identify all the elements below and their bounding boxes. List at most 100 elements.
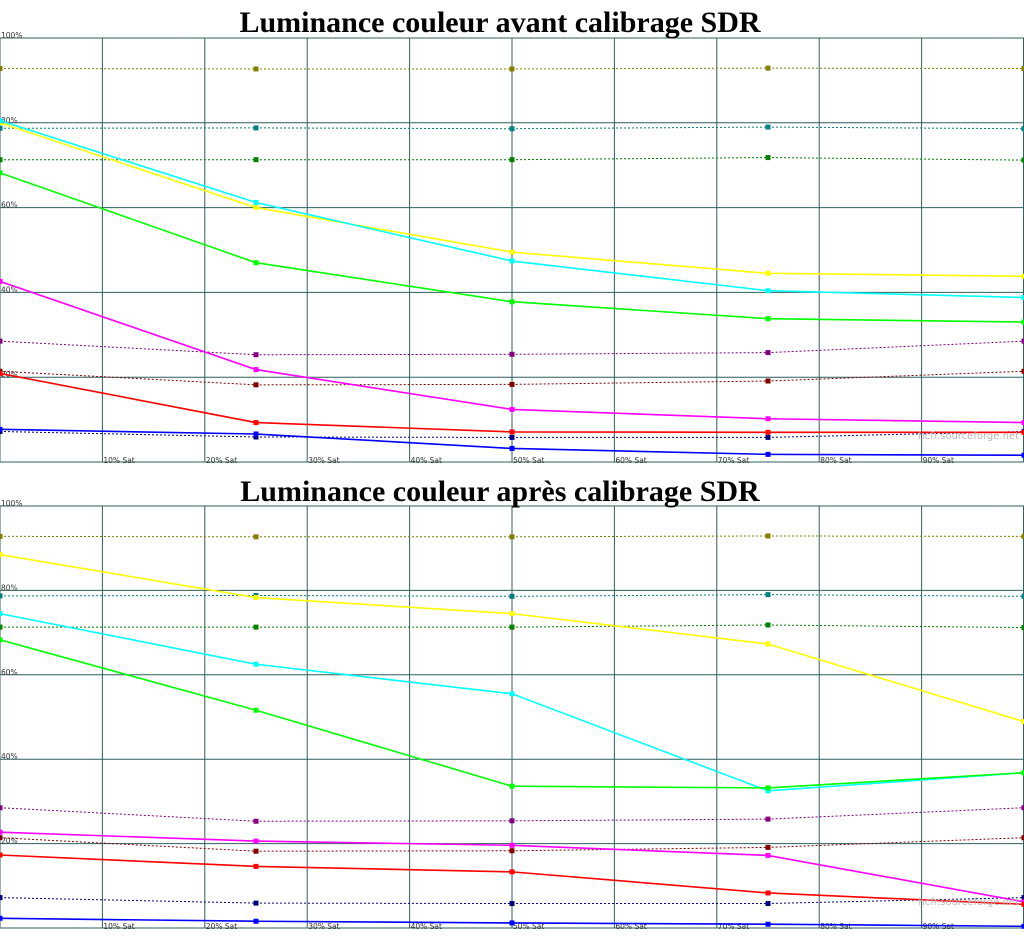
reference-point	[1021, 338, 1024, 344]
series-point	[765, 641, 771, 647]
reference-point	[765, 622, 771, 628]
y-tick-label: 60%	[1, 201, 18, 210]
series-point	[253, 420, 259, 426]
series-point	[509, 445, 515, 451]
series-point	[0, 426, 3, 432]
series-point	[765, 270, 771, 276]
x-tick-label: 40% Sat	[411, 456, 442, 465]
reference-point	[0, 338, 3, 344]
series-point	[509, 249, 515, 255]
series-point	[0, 611, 3, 617]
series-point	[765, 288, 771, 294]
series-point	[253, 918, 259, 924]
reference-point	[0, 66, 3, 72]
chart-after-calibration: 20% 40% 60% 80% 100% 10% Sat 20% Sat 30% Sat 40%…	[0, 475, 1024, 931]
series-point	[0, 370, 3, 376]
series-point	[253, 863, 259, 869]
series-point	[765, 316, 771, 322]
series-point	[509, 869, 515, 875]
chart-title: Luminance couleur après calibrage SDR	[240, 475, 760, 508]
reference-point	[0, 157, 3, 163]
series-point	[509, 920, 515, 926]
series-point	[253, 260, 259, 266]
reference-point	[1021, 593, 1024, 599]
reference-point	[509, 848, 515, 854]
series-point	[1021, 923, 1024, 929]
reference-point	[765, 816, 771, 822]
reference-point	[765, 350, 771, 356]
chart-title: Luminance couleur avant calibrage SDR	[239, 6, 760, 39]
series-point	[765, 921, 771, 927]
reference-point	[253, 66, 259, 72]
y-tick-label: 20%	[1, 837, 18, 846]
series-point	[0, 278, 3, 284]
series-point	[0, 552, 3, 558]
y-tick-label: 80%	[1, 583, 18, 592]
series-point	[0, 170, 3, 176]
series-point	[1021, 273, 1024, 279]
x-tick-label: 30% Sat	[308, 456, 339, 465]
x-tick-label: 90% Sat	[923, 922, 954, 931]
x-tick-label: 10% Sat	[103, 456, 134, 465]
series-point	[1021, 319, 1024, 325]
reference-point	[1021, 126, 1024, 132]
reference-point	[253, 125, 259, 131]
series-point	[0, 852, 3, 858]
reference-point	[1021, 157, 1024, 163]
reference-point	[0, 125, 3, 131]
reference-point	[0, 593, 3, 599]
reference-point	[253, 818, 259, 824]
reference-point	[509, 66, 515, 72]
series-point	[509, 611, 515, 617]
reference-point	[0, 533, 3, 539]
reference-point	[509, 624, 515, 630]
series-point	[509, 406, 515, 412]
reference-point	[1021, 533, 1024, 539]
series-point	[765, 416, 771, 422]
x-tick-label: 60% Sat	[615, 922, 646, 931]
series-point	[253, 661, 259, 667]
reference-point	[765, 155, 771, 161]
series-point	[765, 788, 771, 794]
reference-point	[253, 434, 259, 440]
x-tick-label: 50% Sat	[513, 456, 544, 465]
reference-point	[765, 844, 771, 850]
series-point	[1021, 901, 1024, 907]
x-tick-label: 60% Sat	[615, 456, 646, 465]
series-point	[1021, 899, 1024, 905]
reference-point	[253, 848, 259, 854]
watermark: hcfr.sourceforge.net	[918, 897, 1019, 908]
series-point	[253, 367, 259, 373]
reference-point	[765, 124, 771, 130]
y-tick-label: 80%	[1, 116, 18, 125]
chart-before-calibration: 20%40%60%80%100%10% Sat 20% Sat 30% Sat 40%…	[0, 6, 1024, 465]
series-point	[765, 785, 771, 791]
series-point	[1021, 770, 1024, 776]
reference-point	[765, 378, 771, 384]
series-point	[509, 258, 515, 264]
x-tick-label: 10% Sat	[103, 922, 134, 931]
series-point	[509, 299, 515, 305]
series-point	[1021, 719, 1024, 725]
series-point	[765, 890, 771, 896]
series-point	[765, 429, 771, 435]
reference-point	[765, 901, 771, 907]
reference-point	[509, 126, 515, 132]
y-tick-label: 100%	[1, 499, 22, 508]
reference-point	[253, 624, 259, 630]
reference-point	[509, 593, 515, 599]
reference-point	[1021, 625, 1024, 631]
reference-point	[0, 624, 3, 630]
series-point	[1021, 420, 1024, 426]
reference-point	[253, 352, 259, 358]
series-point	[1021, 294, 1024, 300]
x-tick-label: 20% Sat	[206, 456, 237, 465]
series-point	[0, 637, 3, 643]
x-tick-label: 30% Sat	[308, 922, 339, 931]
series-point	[253, 200, 259, 206]
reference-point	[253, 534, 259, 540]
reference-point	[0, 835, 3, 841]
series-point	[0, 829, 3, 835]
